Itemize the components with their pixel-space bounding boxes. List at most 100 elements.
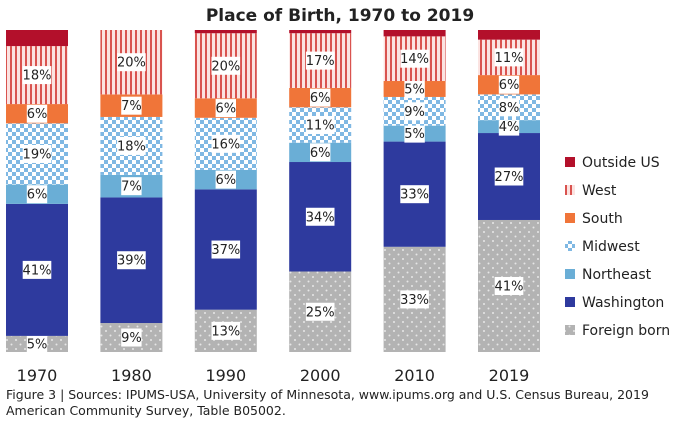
data-label-bg-foreign-born-1980	[121, 328, 142, 347]
data-label-bg-midwest-2000	[305, 115, 335, 134]
data-label-bg-south-2019	[498, 75, 520, 94]
legend: Outside US West South Midwest Northeast Washi…	[565, 155, 670, 339]
x-axis-ticks: 1970 1980 1990 2000 2010 2019	[17, 366, 530, 385]
data-label-bg-west-1970	[22, 66, 52, 85]
x-tick-2019: 2019	[489, 366, 530, 385]
legend-swatch-foreign-born	[565, 325, 575, 335]
data-label-bg-south-1980	[121, 96, 142, 115]
data-label-bg-south-2010	[404, 79, 425, 98]
data-label-midwest-1980: 18%	[117, 139, 146, 154]
data-label-bg-west-1980	[117, 53, 146, 72]
data-label-foreign-born-1980: 9%	[121, 331, 142, 346]
data-label-bg-west-2000	[305, 51, 335, 70]
data-label-bg-midwest-1970	[22, 144, 52, 163]
data-label-bg-northeast-1980	[121, 177, 142, 196]
data-label-foreign-born-2010: 33%	[400, 293, 429, 308]
data-label-bg-midwest-2019	[498, 98, 520, 117]
data-label-foreign-born-1990: 13%	[211, 324, 240, 339]
data-label-midwest-1970: 19%	[23, 147, 52, 162]
data-label-south-1990: 6%	[215, 102, 236, 117]
data-label-midwest-2010: 9%	[404, 105, 425, 120]
legend-swatch-west	[565, 185, 575, 195]
data-label-northeast-1970: 6%	[27, 188, 48, 203]
data-label-foreign-born-1970: 5%	[27, 337, 48, 352]
x-tick-1990: 1990	[205, 366, 246, 385]
data-label-bg-south-1990	[215, 99, 236, 118]
data-label-bg-northeast-1970	[26, 185, 48, 204]
data-label-midwest-2000: 11%	[306, 118, 335, 133]
bar-segment-outside-us-2000	[289, 30, 352, 34]
figure-caption: Figure 3 | Sources: IPUMS-USA, Universit…	[6, 387, 666, 419]
data-label-bg-midwest-1990	[211, 134, 241, 153]
data-label-washington-2010: 33%	[400, 188, 429, 203]
x-tick-1980: 1980	[111, 366, 152, 385]
legend-label-south: South	[582, 211, 623, 227]
bar-segment-outside-us-2019	[478, 30, 540, 40]
data-label-south-2019: 6%	[499, 78, 520, 93]
x-tick-2000: 2000	[300, 366, 341, 385]
data-label-bg-south-2000	[310, 88, 331, 107]
data-label-bg-washington-2010	[400, 185, 429, 204]
chart-title: Place of Birth, 1970 to 2019	[206, 6, 474, 26]
bars-group: 5% 41% 6% 19% 6% 18% 9% 39% 7% 18% 7% 20% 13% 37% 6% 16…	[6, 30, 540, 353]
bar-segment-outside-us-1970	[6, 30, 68, 47]
bar-segment-outside-us-2010	[383, 30, 446, 37]
data-label-northeast-2019: 4%	[499, 120, 520, 135]
data-label-bg-washington-2000	[305, 207, 335, 226]
data-label-bg-west-2010	[400, 49, 429, 68]
legend-swatch-northeast	[565, 269, 575, 279]
data-label-washington-2019: 27%	[495, 170, 524, 185]
data-label-west-2019: 11%	[495, 51, 524, 66]
data-label-foreign-born-2019: 41%	[495, 279, 524, 294]
data-label-bg-northeast-2000	[310, 143, 331, 162]
x-tick-2010: 2010	[394, 366, 435, 385]
data-label-midwest-1990: 16%	[211, 137, 240, 152]
data-label-bg-washington-1990	[211, 240, 241, 259]
data-label-bg-foreign-born-2000	[305, 302, 335, 321]
data-label-bg-foreign-born-1990	[211, 321, 241, 340]
data-label-northeast-1990: 6%	[215, 173, 236, 188]
data-label-bg-northeast-1990	[215, 170, 236, 189]
data-label-south-1980: 7%	[121, 99, 142, 114]
data-label-midwest-2019: 8%	[499, 101, 520, 116]
data-label-south-1970: 6%	[27, 107, 48, 122]
data-label-bg-washington-1970	[22, 260, 52, 279]
caption-line-1: Figure 3 | Sources: IPUMS-USA, Universit…	[6, 387, 649, 402]
bar-segment-outside-us-1990	[194, 30, 257, 34]
data-label-washington-1970: 41%	[23, 263, 52, 278]
data-label-washington-1990: 37%	[211, 243, 240, 258]
legend-swatch-outside-us	[565, 157, 575, 167]
data-label-bg-midwest-2010	[404, 102, 425, 121]
legend-label-foreign-born: Foreign born	[582, 323, 670, 339]
data-label-south-2000: 6%	[310, 91, 331, 106]
data-label-west-2010: 14%	[400, 52, 429, 67]
legend-swatch-midwest	[565, 241, 575, 251]
data-label-bg-washington-1980	[117, 251, 146, 270]
data-label-bg-west-1990	[211, 56, 241, 75]
data-label-bg-northeast-2019	[498, 117, 520, 136]
legend-label-west: West	[582, 183, 617, 199]
data-label-bg-northeast-2010	[404, 124, 425, 143]
data-label-washington-2000: 34%	[306, 210, 335, 225]
data-label-bg-foreign-born-1970	[26, 334, 48, 353]
stacked-bar-chart: Place of Birth, 1970 to 2019 5% 41% 6% 19% 6…	[6, 6, 670, 385]
data-label-south-2010: 5%	[404, 82, 425, 97]
data-label-bg-washington-2019	[494, 167, 524, 186]
data-label-bg-south-1970	[26, 104, 48, 123]
data-label-bg-foreign-born-2010	[400, 290, 429, 309]
data-label-washington-1980: 39%	[117, 254, 146, 269]
x-tick-1970: 1970	[17, 366, 58, 385]
caption-line-2: American Community Survey, Table B05002.	[6, 403, 286, 418]
data-label-northeast-1980: 7%	[121, 180, 142, 195]
data-label-bg-foreign-born-2019	[494, 276, 524, 295]
data-label-west-2000: 17%	[306, 54, 335, 69]
data-label-foreign-born-2000: 25%	[306, 305, 335, 320]
data-label-northeast-2010: 5%	[404, 127, 425, 142]
legend-swatch-south	[565, 213, 575, 223]
data-label-northeast-2000: 6%	[310, 146, 331, 161]
legend-swatch-washington	[565, 297, 575, 307]
legend-label-northeast: Northeast	[582, 267, 652, 283]
legend-label-washington: Washington	[582, 295, 664, 311]
data-label-west-1990: 20%	[211, 59, 240, 74]
legend-label-outside-us: Outside US	[582, 155, 660, 171]
